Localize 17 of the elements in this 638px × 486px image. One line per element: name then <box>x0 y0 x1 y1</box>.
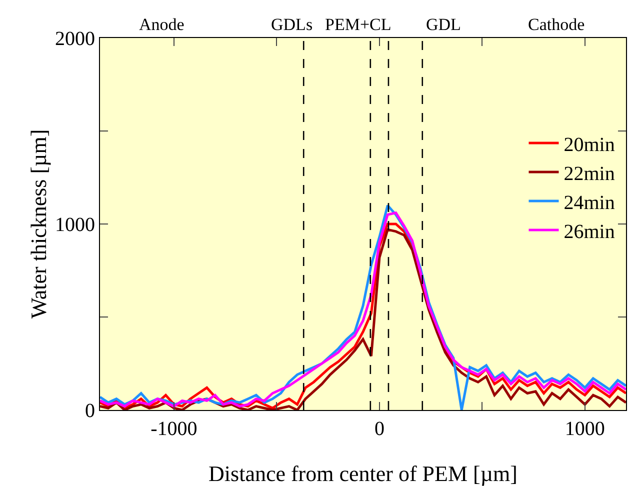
y-tick-label: 2000 <box>55 28 95 50</box>
x-tick-label: -1000 <box>150 418 198 440</box>
text: GDL <box>426 15 461 34</box>
legend-label: 22min <box>564 162 615 185</box>
x-tick-label: 1000 <box>564 418 605 440</box>
y-tick-label: 1000 <box>55 214 95 236</box>
text: GDLs <box>271 15 313 34</box>
text: Cathode <box>528 15 585 34</box>
text: PEM+CL <box>325 15 392 34</box>
legend-label: 20min <box>564 134 615 156</box>
x-axis-title: Distance from center of PEM [µm] <box>208 461 518 486</box>
y-axis-title: Water thickness [µm] <box>26 129 51 319</box>
y-tick-label: 0 <box>85 400 95 422</box>
text: Anode <box>139 15 184 34</box>
legend-label: 24min <box>564 192 615 214</box>
x-tick-label: 0 <box>374 418 384 440</box>
legend-label: 26min <box>564 220 615 243</box>
